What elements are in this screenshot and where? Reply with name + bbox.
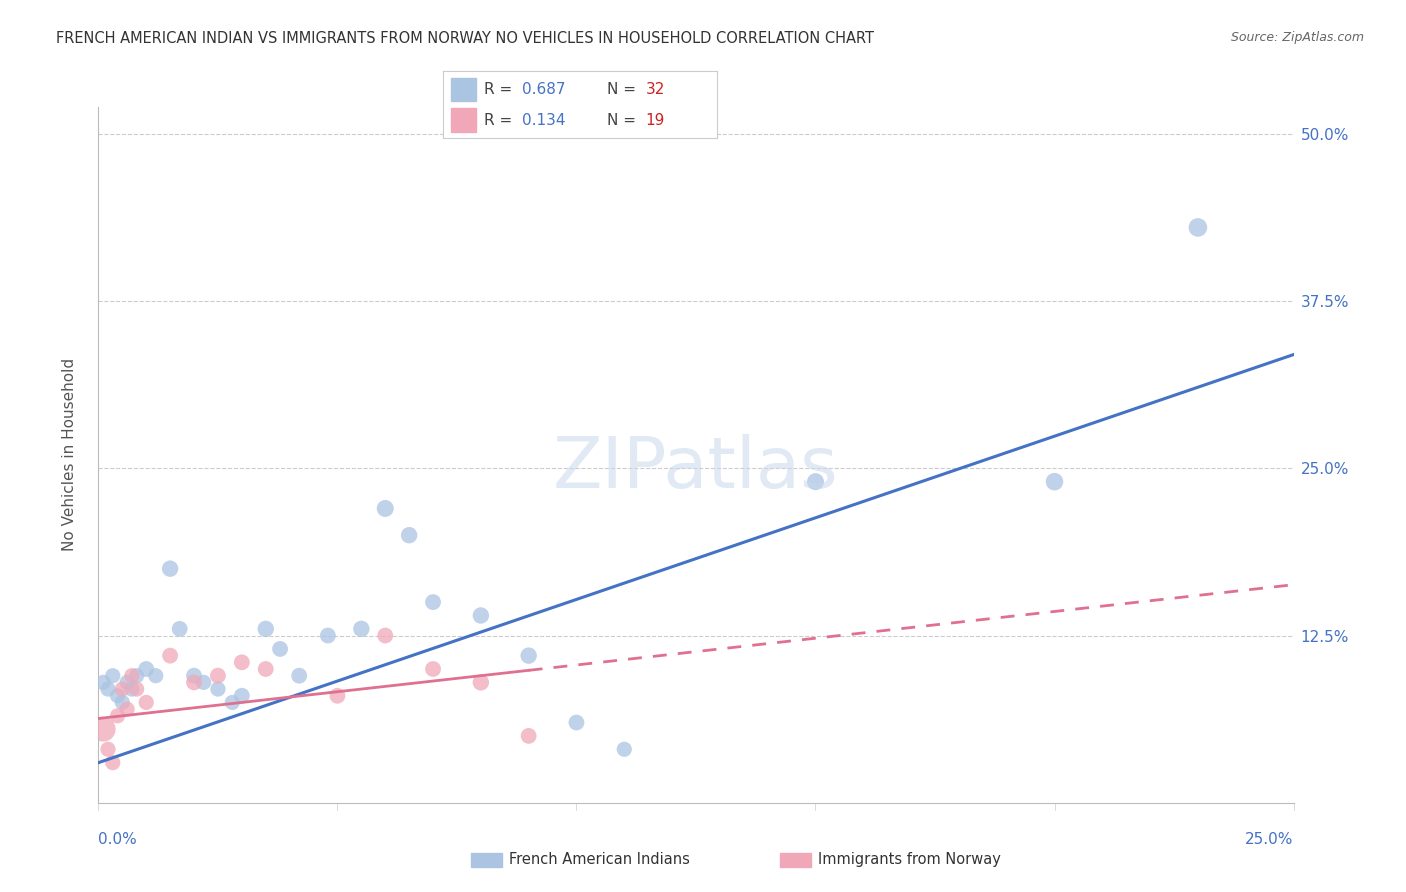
Text: R =: R = — [484, 82, 512, 97]
Point — [101, 669, 124, 683]
Point — [316, 628, 339, 642]
Point — [254, 622, 277, 636]
Point — [269, 642, 291, 657]
Point — [221, 696, 243, 710]
Point — [231, 689, 253, 703]
Point — [111, 681, 134, 696]
Text: 0.0%: 0.0% — [98, 832, 138, 847]
Text: 19: 19 — [645, 112, 665, 128]
Point — [125, 669, 148, 683]
Point — [121, 681, 143, 696]
Point — [207, 681, 229, 696]
Point — [193, 675, 215, 690]
Point — [97, 681, 120, 696]
Point — [183, 675, 205, 690]
Bar — [451, 108, 475, 131]
Point — [422, 662, 444, 676]
Point — [107, 689, 129, 703]
Point — [374, 628, 396, 642]
Point — [111, 696, 134, 710]
Text: 32: 32 — [645, 82, 665, 97]
Point — [121, 669, 143, 683]
Text: R =: R = — [484, 112, 512, 128]
Point — [159, 562, 181, 576]
Text: 0.134: 0.134 — [523, 112, 565, 128]
Point — [470, 675, 492, 690]
Point — [101, 756, 124, 770]
Point — [288, 669, 311, 683]
Point — [159, 648, 181, 663]
Text: 25.0%: 25.0% — [1246, 832, 1294, 847]
Point — [91, 723, 114, 737]
Point — [91, 675, 114, 690]
Text: Immigrants from Norway: Immigrants from Norway — [818, 853, 1001, 867]
Bar — [451, 78, 475, 102]
Point — [804, 475, 827, 489]
Point — [125, 681, 148, 696]
Point — [231, 655, 253, 669]
Point — [517, 729, 540, 743]
Point — [97, 742, 120, 756]
Point — [374, 501, 396, 516]
Text: Source: ZipAtlas.com: Source: ZipAtlas.com — [1230, 31, 1364, 45]
Point — [565, 715, 588, 730]
Text: N =: N = — [607, 82, 637, 97]
Point — [135, 696, 157, 710]
Text: No Vehicles in Household: No Vehicles in Household — [62, 359, 77, 551]
Point — [1043, 475, 1066, 489]
Point — [115, 675, 138, 690]
Text: 0.687: 0.687 — [523, 82, 565, 97]
Point — [517, 648, 540, 663]
Point — [169, 622, 191, 636]
Point — [115, 702, 138, 716]
Point — [470, 608, 492, 623]
Point — [422, 595, 444, 609]
Point — [350, 622, 373, 636]
Point — [135, 662, 157, 676]
Text: N =: N = — [607, 112, 637, 128]
Text: FRENCH AMERICAN INDIAN VS IMMIGRANTS FROM NORWAY NO VEHICLES IN HOUSEHOLD CORREL: FRENCH AMERICAN INDIAN VS IMMIGRANTS FRO… — [56, 31, 875, 46]
Point — [326, 689, 349, 703]
Point — [398, 528, 420, 542]
Point — [613, 742, 636, 756]
Point — [145, 669, 167, 683]
Point — [254, 662, 277, 676]
Point — [107, 708, 129, 723]
Point — [1187, 220, 1209, 235]
Text: French American Indians: French American Indians — [509, 853, 690, 867]
Point — [183, 669, 205, 683]
Text: ZIPatlas: ZIPatlas — [553, 434, 839, 503]
Point — [207, 669, 229, 683]
